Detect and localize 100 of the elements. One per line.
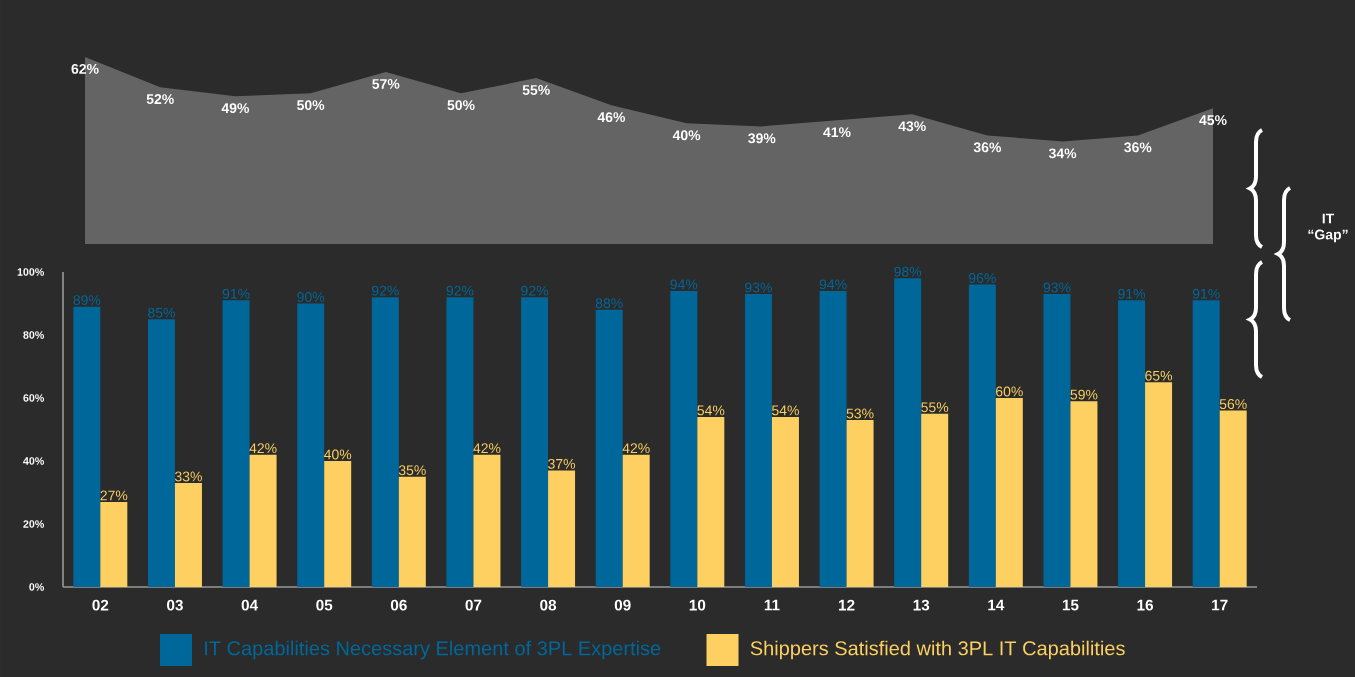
data-label: 98% xyxy=(894,266,922,277)
data-label: 92% xyxy=(446,285,474,296)
bar xyxy=(548,470,576,587)
data-label: 55% xyxy=(921,402,949,413)
data-label: 42% xyxy=(249,443,277,454)
data-label: 49% xyxy=(221,103,250,114)
bar xyxy=(473,454,501,587)
x-tick-label: 04 xyxy=(241,599,259,611)
data-label: 35% xyxy=(398,465,426,476)
data-label: 54% xyxy=(697,405,725,416)
data-label: 45% xyxy=(1199,115,1227,126)
data-label: 36% xyxy=(973,142,1002,153)
bar xyxy=(771,416,799,587)
bar xyxy=(670,290,698,587)
data-label: 41% xyxy=(823,127,851,138)
bar xyxy=(521,297,549,587)
bar xyxy=(819,290,847,587)
data-label: 92% xyxy=(521,285,549,296)
data-label: 36% xyxy=(1124,142,1152,153)
y-tick-label: 40% xyxy=(23,457,45,465)
legend-label: Shippers Satisfied with 3PL IT Capabilities xyxy=(750,640,1125,660)
bar xyxy=(324,461,352,587)
data-label: 46% xyxy=(597,112,626,123)
x-tick-label: 05 xyxy=(316,599,333,611)
data-label: 37% xyxy=(548,458,576,469)
data-label: 91% xyxy=(1118,288,1146,299)
x-tick-label: 16 xyxy=(1137,599,1154,611)
bar xyxy=(398,476,426,587)
data-label: 90% xyxy=(297,291,325,302)
data-label: 60% xyxy=(996,386,1023,397)
data-label: 34% xyxy=(1048,148,1077,159)
data-label: 93% xyxy=(1043,282,1071,293)
bar xyxy=(371,297,399,587)
text: IT “Gap” xyxy=(1308,213,1348,243)
data-label: 42% xyxy=(473,443,501,454)
bar xyxy=(100,501,128,587)
data-label: 54% xyxy=(772,405,799,416)
data-label: 50% xyxy=(447,100,475,111)
data-label: 85% xyxy=(148,307,175,318)
bar xyxy=(446,297,474,587)
bar xyxy=(174,483,202,587)
bar xyxy=(921,413,949,587)
y-tick-label: 100% xyxy=(17,268,45,276)
y-tick-label: 80% xyxy=(23,331,45,339)
x-tick-label: 08 xyxy=(540,599,557,611)
bar xyxy=(697,416,725,587)
bar xyxy=(222,300,250,587)
x-tick-label: 15 xyxy=(1062,599,1079,611)
data-label: 52% xyxy=(146,94,174,105)
data-label: 94% xyxy=(670,279,698,290)
data-label: 91% xyxy=(222,288,250,299)
data-label: 92% xyxy=(371,285,399,296)
data-label: 62% xyxy=(71,63,99,74)
bar xyxy=(1070,401,1098,587)
bar xyxy=(1043,294,1071,587)
data-label: 27% xyxy=(100,490,128,501)
data-label: 39% xyxy=(748,133,776,144)
data-label: 89% xyxy=(73,295,101,306)
x-tick-label: 03 xyxy=(167,599,183,611)
bar xyxy=(622,454,650,587)
x-tick-label: 07 xyxy=(465,599,482,611)
bar xyxy=(894,278,922,587)
x-tick-label: 12 xyxy=(839,599,855,611)
data-label: 93% xyxy=(745,282,772,293)
bar xyxy=(995,398,1023,587)
bar xyxy=(968,284,996,587)
data-label: 57% xyxy=(372,79,400,89)
data-label: 94% xyxy=(819,279,847,290)
data-label: 59% xyxy=(1070,389,1098,400)
bar xyxy=(249,454,277,587)
y-tick-label: 20% xyxy=(23,520,45,528)
bar xyxy=(1219,410,1247,587)
bar xyxy=(147,319,175,587)
data-label: 91% xyxy=(1192,288,1220,299)
data-label: 43% xyxy=(898,121,926,132)
data-label: 96% xyxy=(968,273,996,284)
bar xyxy=(1192,300,1220,587)
bar xyxy=(744,294,772,587)
legend-label: IT Capabilities Necessary Element of 3PL Expertise xyxy=(205,640,661,660)
data-label: 40% xyxy=(672,130,701,141)
bar xyxy=(297,303,325,587)
data-label: 40% xyxy=(324,449,352,460)
data-label: 33% xyxy=(174,471,202,482)
bar xyxy=(846,420,874,587)
data-label: 53% xyxy=(846,408,874,419)
x-tick-label: 13 xyxy=(913,599,930,611)
data-label: 88% xyxy=(595,298,623,309)
bar xyxy=(1118,300,1146,587)
x-tick-label: 09 xyxy=(614,599,631,611)
x-tick-label: 11 xyxy=(764,599,780,611)
data-label: 56% xyxy=(1219,399,1247,410)
y-tick-label: 60% xyxy=(23,394,45,402)
bar xyxy=(595,309,623,587)
y-tick-label: 0% xyxy=(29,583,45,591)
x-tick-label: 17 xyxy=(1212,599,1228,611)
x-tick-label: 02 xyxy=(92,599,109,611)
data-label: 55% xyxy=(522,85,550,95)
x-tick-label: 06 xyxy=(390,599,407,611)
data-label: 50% xyxy=(297,100,325,111)
bar xyxy=(73,306,101,587)
